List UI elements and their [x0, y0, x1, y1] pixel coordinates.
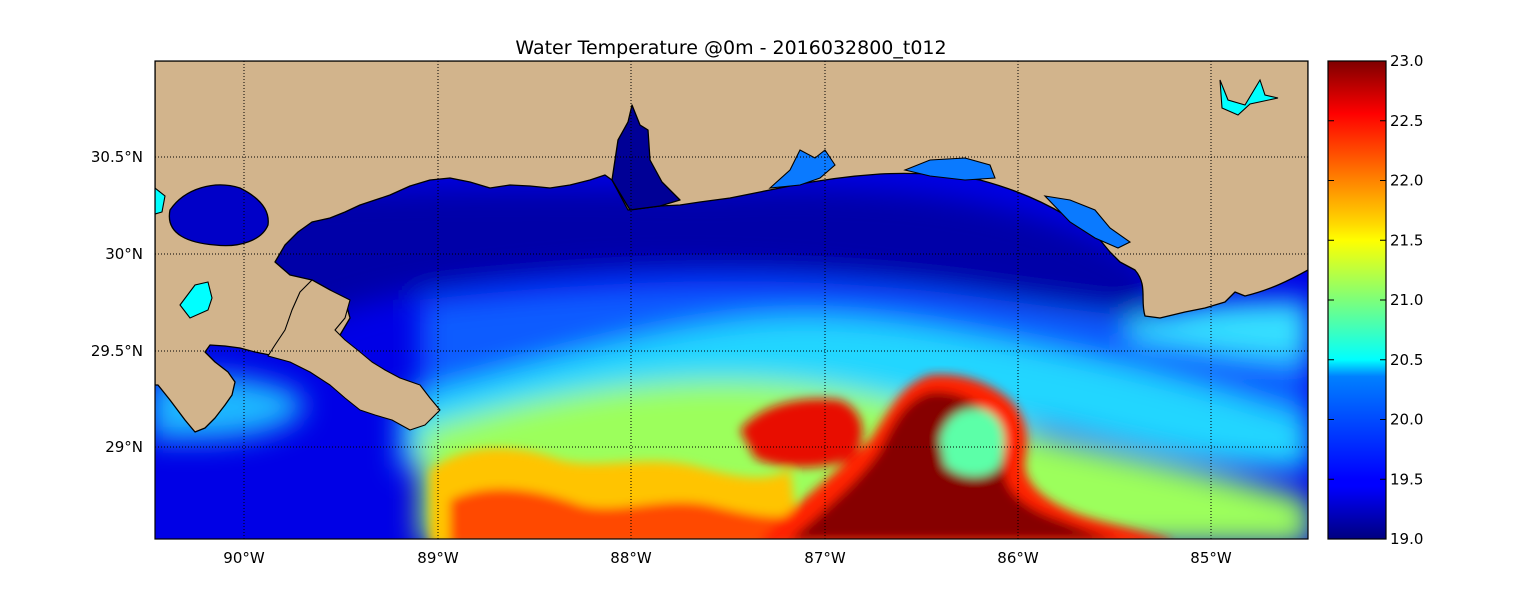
y-tick-label: 29.5°N [91, 342, 143, 360]
st-andrew-bay [1043, 195, 1132, 249]
land [155, 61, 1308, 433]
plot-frame [154, 60, 1309, 540]
y-tick-label: 30°N [105, 245, 143, 263]
pensacola-bay [768, 149, 836, 189]
colorbar-tick-label: 19.0 [1390, 530, 1423, 548]
colorbar-ticks: 19.0 19.5 20.0 20.5 21.0 21.5 22.0 22.5 23.0 [1328, 52, 1423, 548]
colorbar-tick-label: 20.0 [1390, 411, 1423, 429]
plot-area [155, 61, 1308, 539]
lake-seminole [1219, 78, 1279, 116]
choctawhatchee-bay [903, 157, 996, 181]
mobile-bay [611, 104, 681, 211]
colorbar-tick-label: 20.5 [1390, 351, 1423, 369]
colorbar: 19.0 19.5 20.0 20.5 21.0 21.5 22.0 22.5 23.0 [1327, 52, 1423, 548]
y-tick-labels: 29°N 29.5°N 30°N 30.5°N [91, 148, 143, 456]
x-tick-label: 85°W [1190, 549, 1232, 567]
lake-pontchartrain [168, 184, 269, 247]
lake-inland-west [155, 187, 166, 215]
x-tick-label: 90°W [223, 549, 265, 567]
lake-maurepas [179, 281, 213, 319]
graticule [155, 61, 1308, 539]
x-tick-labels: 90°W 89°W 88°W 87°W 86°W 85°W [223, 549, 1232, 567]
x-tick-label: 86°W [997, 549, 1039, 567]
x-tick-label: 87°W [804, 549, 846, 567]
colorbar-tick-label: 23.0 [1390, 52, 1423, 70]
x-tick-label: 89°W [417, 549, 459, 567]
colorbar-tick-label: 22.0 [1390, 172, 1423, 190]
map-title: Water Temperature @0m - 2016032800_t012 [515, 37, 946, 59]
colorbar-tick-label: 19.5 [1390, 470, 1423, 488]
y-tick-label: 29°N [105, 438, 143, 456]
colorbar-tick-label: 21.0 [1390, 291, 1423, 309]
colorbar-tick-label: 22.5 [1390, 112, 1423, 130]
x-tick-label: 88°W [610, 549, 652, 567]
colorbar-tick-label: 21.5 [1390, 231, 1423, 249]
delta-land [267, 279, 441, 431]
y-tick-label: 30.5°N [91, 148, 143, 166]
colorbar-gradient [1327, 60, 1387, 540]
